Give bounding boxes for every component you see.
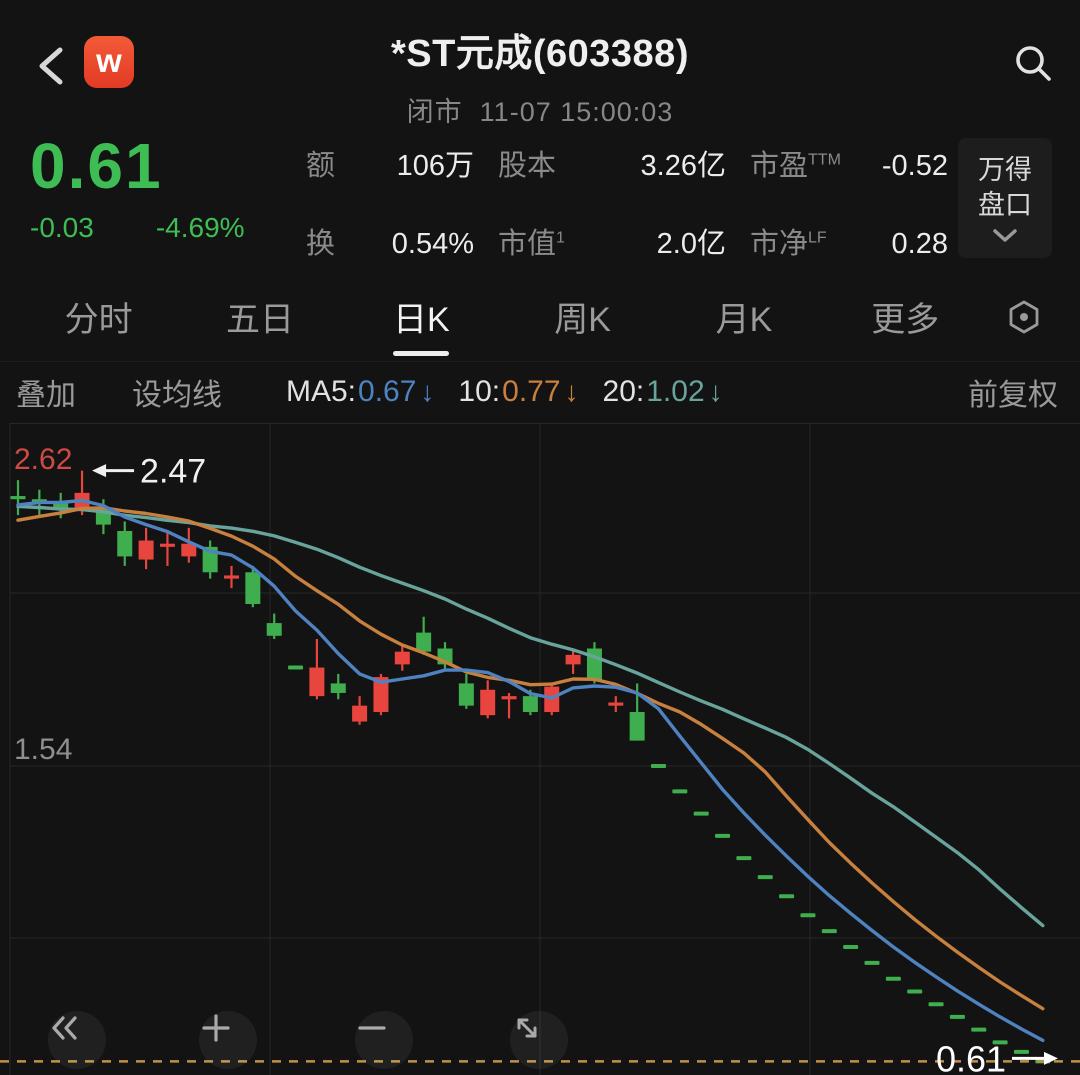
- price-change: -0.03: [30, 212, 94, 243]
- header: w *ST元成(603388) 闭市 11-07 15:00:03: [0, 0, 1080, 127]
- quote-stats: 额 106万 股本 3.26亿 市盈TTM -0.52 换 0.54% 市值1 …: [306, 142, 948, 262]
- ma20-readout: 20: 1.02 ↓: [602, 375, 723, 408]
- tab-minute[interactable]: 分时: [64, 301, 133, 339]
- wind-logo-letter: w: [96, 41, 122, 79]
- wind-order-book-button[interactable]: 万得 盘口: [958, 138, 1052, 258]
- set-ma-button[interactable]: 设均线: [132, 379, 222, 412]
- ma10-readout: 10: 0.77 ↓: [458, 375, 579, 408]
- tab-more[interactable]: 更多: [871, 301, 940, 339]
- ma5-readout: MA5: 0.67 ↓: [286, 375, 435, 408]
- tab-five-day[interactable]: 五日: [225, 301, 294, 339]
- tab-monthly-k[interactable]: 月K: [715, 301, 773, 339]
- tab-daily-k[interactable]: 日K: [341, 272, 502, 361]
- stat-pb-lf: 市净LF 0.28: [750, 228, 948, 260]
- svg-text:2.47: 2.47: [140, 453, 206, 491]
- chart-tabbar: 分时 五日 日K 周K 月K 更多: [0, 272, 1080, 362]
- fullscreen-button[interactable]: [510, 1011, 568, 1069]
- expand-icon: [517, 1018, 537, 1038]
- search-button[interactable]: [1012, 42, 1054, 84]
- plus-icon: [202, 1014, 230, 1042]
- price-change-pct: -4.69%: [155, 212, 245, 243]
- chevron-down-icon: [993, 229, 1017, 242]
- ma-toolbar: 叠加 设均线 MA5: 0.67 ↓ 10: 0.77 ↓ 20: 1.02 ↓ 前复权: [0, 363, 1080, 421]
- wind-logo: w: [84, 36, 134, 88]
- double-chevron-left-icon: [52, 1016, 77, 1040]
- stat-pe-ttm: 市盈TTM -0.52: [750, 150, 948, 182]
- kline-chart[interactable]: 2.62 1.54 2.47 0.61: [0, 423, 1080, 1075]
- quote-section: 0.61 -0.03 -4.69% 额 106万 股本 3.26亿 市盈TTM …: [0, 128, 1080, 272]
- svg-text:0.61: 0.61: [936, 1038, 1006, 1075]
- svg-text:1.54: 1.54: [14, 733, 72, 766]
- settings-hexagon-icon: [1009, 300, 1039, 333]
- history-rewind-button[interactable]: [48, 1011, 106, 1069]
- zoom-in-button[interactable]: [199, 1011, 257, 1069]
- minus-icon: [358, 1026, 386, 1030]
- ma-readout: MA5: 0.67 ↓ 10: 0.77 ↓ 20: 1.02 ↓: [286, 375, 723, 409]
- stat-market-cap: 市值1 2.0亿: [498, 228, 726, 260]
- back-button[interactable]: [34, 44, 70, 88]
- market-status: 闭市 11-07 15:00:03: [406, 97, 674, 127]
- stat-share-capital: 股本 3.26亿: [498, 150, 726, 182]
- svg-text:2.62: 2.62: [14, 443, 72, 476]
- kline-canvas: 2.62 1.54 2.47 0.61: [0, 423, 1080, 1075]
- current-price: 0.61: [30, 130, 163, 202]
- stat-turnover: 换 0.54%: [306, 228, 474, 260]
- chart-settings-button[interactable]: [986, 272, 1062, 361]
- chevron-left-icon: [39, 47, 63, 85]
- zoom-out-button[interactable]: [355, 1011, 413, 1069]
- price-block: 0.61 -0.03 -4.69%: [30, 130, 245, 244]
- search-icon: [1016, 46, 1051, 81]
- page-title: *ST元成(603388): [391, 33, 689, 75]
- forward-adjusted-button[interactable]: 前复权: [968, 379, 1058, 412]
- tab-weekly-k[interactable]: 周K: [554, 301, 611, 339]
- overlay-button[interactable]: 叠加: [16, 379, 76, 412]
- stat-amount: 额 106万: [306, 150, 474, 182]
